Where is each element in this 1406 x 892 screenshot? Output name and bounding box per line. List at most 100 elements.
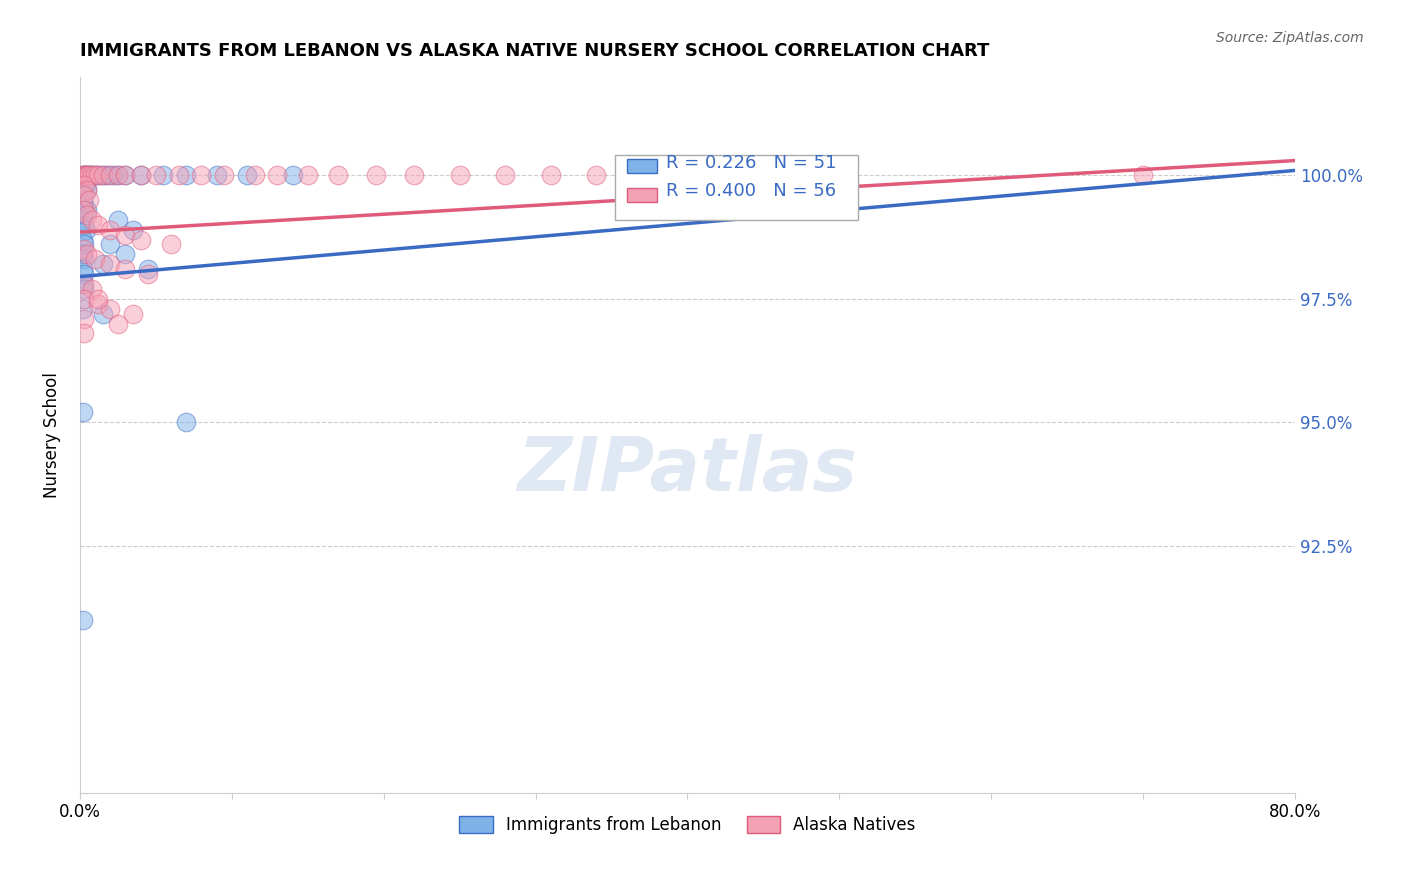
Text: IMMIGRANTS FROM LEBANON VS ALASKA NATIVE NURSERY SCHOOL CORRELATION CHART: IMMIGRANTS FROM LEBANON VS ALASKA NATIVE…	[80, 42, 990, 60]
Point	[326, 169, 349, 183]
Point	[73, 178, 96, 193]
Point	[145, 169, 167, 183]
Point	[84, 169, 107, 183]
Point	[297, 169, 319, 183]
Point	[364, 169, 387, 183]
Point	[73, 198, 96, 212]
Point	[87, 169, 110, 183]
Point	[72, 262, 94, 277]
Point	[72, 301, 94, 316]
Point	[98, 222, 121, 236]
Point	[1132, 169, 1154, 183]
Point	[243, 169, 266, 183]
Point	[87, 218, 110, 232]
Text: R = 0.226   N = 51: R = 0.226 N = 51	[665, 153, 837, 171]
Point	[236, 169, 259, 183]
Point	[73, 202, 96, 217]
Point	[266, 169, 288, 183]
Point	[77, 169, 100, 183]
Point	[80, 212, 103, 227]
Point	[73, 267, 96, 281]
Point	[72, 277, 94, 291]
Point	[73, 292, 96, 306]
Point	[73, 277, 96, 291]
Point	[75, 169, 97, 183]
Point	[84, 252, 107, 267]
Point	[72, 613, 94, 627]
Bar	[614, 155, 858, 219]
Point	[160, 237, 183, 252]
Point	[174, 415, 197, 429]
Point	[80, 169, 103, 183]
Point	[122, 222, 145, 236]
Point	[631, 169, 654, 183]
Point	[73, 237, 96, 252]
Point	[72, 169, 94, 183]
Point	[73, 326, 96, 341]
Point	[73, 282, 96, 296]
Point	[129, 233, 152, 247]
Point	[540, 169, 562, 183]
Point	[402, 169, 425, 183]
Point	[136, 262, 159, 277]
Point	[152, 169, 174, 183]
Point	[107, 317, 129, 331]
Point	[77, 193, 100, 207]
Point	[80, 169, 103, 183]
Bar	[627, 159, 657, 173]
Point	[76, 169, 98, 183]
Point	[73, 188, 96, 202]
Point	[174, 169, 197, 183]
Point	[91, 169, 114, 183]
Point	[494, 169, 516, 183]
Point	[449, 169, 471, 183]
Point	[76, 202, 98, 217]
Point	[76, 208, 98, 222]
Point	[76, 183, 98, 197]
Point	[167, 169, 190, 183]
Point	[136, 267, 159, 281]
Point	[114, 262, 136, 277]
Point	[73, 169, 96, 183]
Point	[72, 405, 94, 419]
Point	[96, 169, 118, 183]
Point	[205, 169, 228, 183]
Point	[129, 169, 152, 183]
Point	[73, 311, 96, 326]
Point	[72, 247, 94, 261]
Point	[212, 169, 235, 183]
Legend: Immigrants from Lebanon, Alaska Natives: Immigrants from Lebanon, Alaska Natives	[460, 816, 915, 834]
Point	[87, 169, 110, 183]
Point	[73, 178, 96, 193]
Point	[76, 247, 98, 261]
Point	[72, 233, 94, 247]
Point	[84, 169, 107, 183]
Point	[129, 169, 152, 183]
Point	[73, 218, 96, 232]
Bar	[627, 187, 657, 202]
Point	[103, 169, 125, 183]
Point	[91, 257, 114, 271]
Point	[91, 307, 114, 321]
Point	[114, 169, 136, 183]
Point	[72, 169, 94, 183]
Y-axis label: Nursery School: Nursery School	[44, 372, 60, 498]
Point	[114, 169, 136, 183]
Point	[80, 282, 103, 296]
Text: R = 0.400   N = 56: R = 0.400 N = 56	[665, 182, 835, 200]
Point	[107, 169, 129, 183]
Point	[122, 307, 145, 321]
Point	[75, 222, 97, 236]
Point	[98, 169, 121, 183]
Point	[98, 237, 121, 252]
Point	[77, 169, 100, 183]
Point	[91, 169, 114, 183]
Point	[98, 257, 121, 271]
Point	[114, 227, 136, 242]
Point	[107, 169, 129, 183]
Point	[98, 301, 121, 316]
Point	[72, 212, 94, 227]
Point	[75, 169, 97, 183]
Point	[107, 212, 129, 227]
Point	[73, 243, 96, 257]
